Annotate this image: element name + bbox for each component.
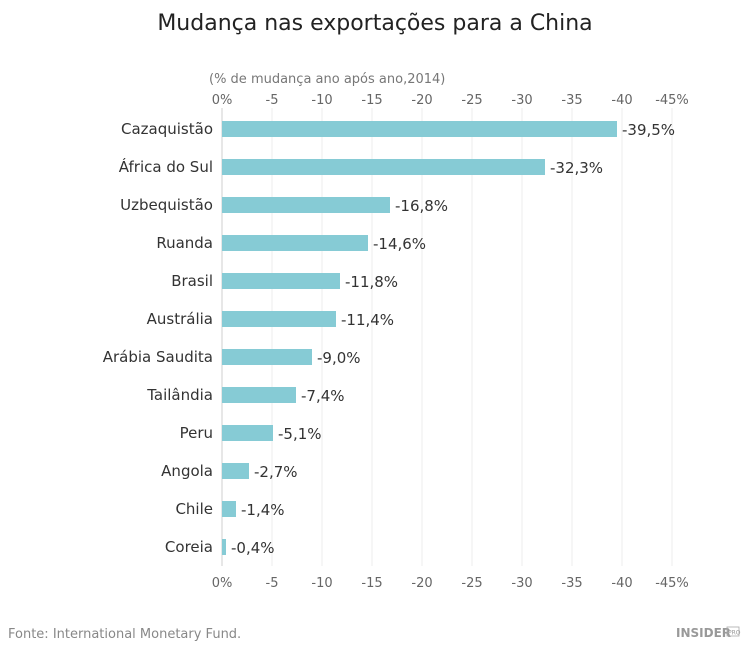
insider-pro-logo: INSIDER PRO — [676, 626, 741, 640]
category-label: Angola — [161, 462, 213, 480]
data-label: -9,0% — [317, 349, 361, 367]
bottom-tick-label: -5 — [266, 576, 279, 591]
category-label: Tailândia — [146, 386, 213, 404]
category-label: Chile — [175, 500, 213, 518]
category-label: Peru — [180, 424, 213, 442]
bar — [222, 121, 617, 137]
bottom-tick-label: -10 — [311, 576, 332, 591]
top-tick-label: -25 — [461, 93, 482, 108]
bar — [222, 463, 249, 479]
top-tick-label: -15 — [361, 93, 382, 108]
chart-title: Mudança nas exportações para a China — [157, 11, 592, 36]
category-label: Brasil — [171, 272, 213, 290]
chart-subtitle: (% de mudança ano após ano,2014) — [209, 72, 445, 87]
top-tick-label: -30 — [511, 93, 532, 108]
bar — [222, 387, 296, 403]
category-label: Ruanda — [156, 234, 213, 252]
data-label: -0,4% — [231, 539, 275, 557]
data-label: -2,7% — [254, 463, 298, 481]
top-tick-label: 0% — [212, 93, 233, 108]
data-label: -16,8% — [395, 197, 448, 215]
category-label: África do Sul — [119, 157, 213, 176]
bar — [222, 539, 226, 555]
svg-text:INSIDER: INSIDER — [676, 626, 731, 640]
top-tick-label: -40 — [611, 93, 632, 108]
category-label: Arábia Saudita — [103, 348, 213, 366]
top-tick-label: -10 — [311, 93, 332, 108]
category-label: Cazaquistão — [121, 120, 213, 138]
category-label: Uzbequistão — [120, 196, 213, 214]
bar — [222, 349, 312, 365]
data-label: -14,6% — [373, 235, 426, 253]
bottom-tick-label: 0% — [212, 576, 233, 591]
category-label: Austrália — [147, 310, 213, 328]
data-label: -5,1% — [278, 425, 322, 443]
bar — [222, 273, 340, 289]
bar — [222, 425, 273, 441]
category-label: Coreia — [165, 538, 213, 556]
data-label: -7,4% — [301, 387, 345, 405]
data-label: -32,3% — [550, 159, 603, 177]
bar — [222, 197, 390, 213]
bottom-tick-label: -35 — [561, 576, 582, 591]
top-tick-label: -45% — [655, 93, 689, 108]
bottom-tick-label: -40 — [611, 576, 632, 591]
bottom-tick-label: -20 — [411, 576, 432, 591]
data-label: -11,4% — [341, 311, 394, 329]
bar — [222, 501, 236, 517]
bottom-tick-label: -30 — [511, 576, 532, 591]
svg-text:PRO: PRO — [728, 630, 741, 637]
bar — [222, 235, 368, 251]
data-label: -1,4% — [241, 501, 285, 519]
bar — [222, 159, 545, 175]
bottom-tick-label: -25 — [461, 576, 482, 591]
bottom-tick-label: -15 — [361, 576, 382, 591]
data-label: -39,5% — [622, 121, 675, 139]
top-tick-label: -5 — [266, 93, 279, 108]
bar — [222, 311, 336, 327]
source-note: Fonte: International Monetary Fund. — [8, 627, 241, 642]
data-label: -11,8% — [345, 273, 398, 291]
bottom-tick-label: -45% — [655, 576, 689, 591]
top-tick-label: -35 — [561, 93, 582, 108]
top-tick-label: -20 — [411, 93, 432, 108]
